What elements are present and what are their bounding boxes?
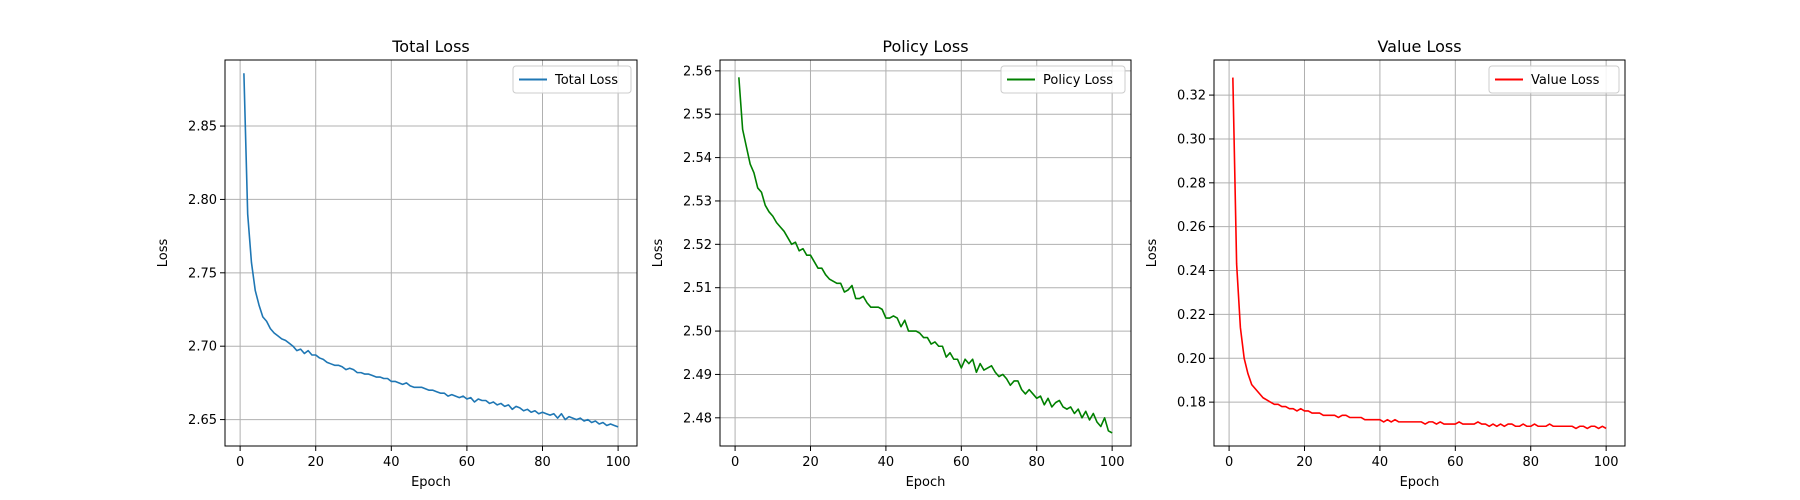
x-tick-label: 80 [534, 455, 551, 470]
y-tick-label: 0.30 [1177, 132, 1206, 147]
y-tick-label: 2.49 [683, 368, 712, 383]
y-tick-label: 2.53 [683, 194, 712, 209]
x-tick-label: 0 [731, 455, 739, 470]
plot-frame [719, 59, 1132, 447]
chart-title: Policy Loss [882, 37, 968, 56]
y-tick-label: 0.32 [1177, 89, 1206, 104]
legend-box [1000, 65, 1126, 94]
x-tick-label: 40 [383, 455, 400, 470]
x-tick-label: 100 [606, 455, 631, 470]
x-tick-label: 20 [307, 455, 324, 470]
x-tick-label: 40 [1372, 455, 1389, 470]
y-tick-label: 2.51 [683, 281, 712, 296]
plot-frame [224, 59, 638, 447]
x-tick-label: 80 [1522, 455, 1539, 470]
y-tick-label: 2.85 [188, 120, 217, 135]
x-axis-label: Epoch [411, 475, 451, 490]
y-tick-label: 2.52 [683, 238, 712, 253]
chart-panel-3: 0 20 40 60 80 100 0.18 0.20 0.22 0.24 0.26 0.28 0.30… [1145, 37, 1626, 490]
y-tick-label: 2.56 [683, 64, 712, 79]
y-tick-label: 2.55 [683, 108, 712, 123]
y-axis-label: Loss [651, 239, 666, 268]
y-tick-label: 2.48 [683, 411, 712, 426]
legend-label: Total Loss [554, 73, 618, 88]
x-axis-label: Epoch [1400, 475, 1440, 490]
x-tick-label: 0 [236, 455, 244, 470]
y-axis-label: Loss [156, 239, 171, 268]
y-tick-label: 2.50 [683, 325, 712, 340]
legend-label: Policy Loss [1043, 73, 1113, 88]
legend-box [1488, 65, 1620, 94]
y-tick-label: 0.28 [1177, 176, 1206, 191]
legend-box [512, 65, 632, 94]
chart-title: Total Loss [391, 37, 470, 56]
x-tick-label: 20 [1296, 455, 1313, 470]
chart-title: Value Loss [1377, 37, 1461, 56]
y-tick-label: 0.18 [1177, 396, 1206, 411]
y-tick-label: 0.20 [1177, 352, 1206, 367]
y-tick-label: 2.80 [188, 193, 217, 208]
y-tick-label: 2.65 [188, 413, 217, 428]
x-tick-label: 100 [1594, 455, 1619, 470]
y-tick-label: 0.26 [1177, 220, 1206, 235]
plot-frame [1213, 59, 1626, 447]
x-tick-label: 60 [459, 455, 476, 470]
series-line-1 [243, 73, 619, 428]
chart-panel-1: 0 20 40 60 80 100 2.65 2.70 2.75 2.80 2.85 Total Lo… [156, 37, 638, 490]
legend: Value Loss [1488, 65, 1620, 94]
series-line-1 [738, 77, 1113, 434]
x-tick-label: 80 [1028, 455, 1045, 470]
x-tick-label: 60 [1447, 455, 1464, 470]
x-tick-label: 20 [802, 455, 819, 470]
legend: Policy Loss [1000, 65, 1126, 94]
y-tick-label: 0.22 [1177, 308, 1206, 323]
x-tick-label: 40 [878, 455, 895, 470]
y-axis-label: Loss [1145, 239, 1160, 268]
series-line-1 [1232, 77, 1607, 430]
y-tick-label: 2.70 [188, 340, 217, 355]
x-tick-label: 0 [1225, 455, 1233, 470]
y-tick-label: 0.24 [1177, 264, 1206, 279]
legend: Total Loss [512, 65, 632, 94]
y-tick-label: 2.75 [188, 266, 217, 281]
x-axis-label: Epoch [906, 475, 946, 490]
legend-label: Value Loss [1531, 73, 1600, 88]
y-tick-label: 2.54 [683, 151, 712, 166]
x-tick-label: 100 [1100, 455, 1125, 470]
chart-panel-2: 0 20 40 60 80 100 2.48 2.49 2.50 2.51 2.52 2.53 2.54… [651, 37, 1132, 490]
x-tick-label: 60 [953, 455, 970, 470]
